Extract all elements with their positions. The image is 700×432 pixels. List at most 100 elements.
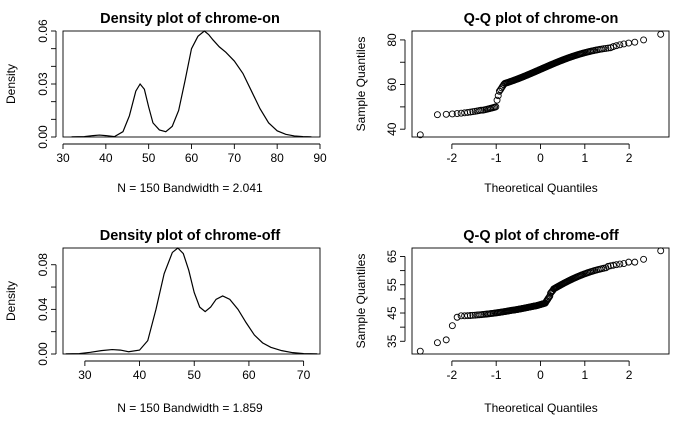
x-tick-label: 1 [581,151,588,165]
qq-point [477,106,485,114]
x-tick-label: 30 [78,368,92,382]
y-tick-label: 0.04 [36,297,50,321]
y-tick-label: 0.06 [36,19,50,43]
x-tick-label: 30 [56,151,70,165]
x-tick-label: 50 [142,151,156,165]
y-tick-label: 35 [385,334,399,348]
panel-density-chrome-off: Density plot of chrome-off N = 150 Bandw… [4,228,321,415]
chart-title: Density plot of chrome-on [100,11,280,27]
qq-point [416,347,424,355]
density-curve [71,30,312,138]
qq-point [604,44,612,52]
qq-point [457,312,465,320]
qq-point [602,44,610,52]
qq-point [493,96,501,104]
x-tick-label: 60 [242,368,256,382]
axis-ticks: -2 -1 0 1 2 40 60 80 [385,33,633,165]
y-tick-label: 45 [385,306,399,320]
qq-point [442,110,450,118]
x-tick-label: 40 [99,151,113,165]
chart-title: Density plot of chrome-off [100,228,281,244]
qq-point [464,312,472,320]
qq-point [498,84,506,92]
qq-point [416,131,424,139]
y-tick-label: 0.00 [36,342,50,366]
qq-point [620,260,628,267]
qq-point [612,261,620,269]
qq-point [453,110,461,118]
x-tick-label: 2 [626,368,633,382]
qq-point [616,41,624,49]
qq-points-group [416,30,665,139]
plot-frame [62,247,321,355]
qq-point [448,322,456,330]
qq-point [657,30,665,38]
qq-point [609,43,617,51]
qq-point [448,110,456,118]
y-tick-label: 40 [385,122,399,136]
y-tick-label: 65 [385,249,399,263]
qq-point [453,313,461,321]
x-tick-label: -1 [491,151,502,165]
x-tick-label: 0 [537,151,544,165]
qq-point [492,103,500,111]
x-tick-label: 40 [133,368,147,382]
qq-point [631,38,639,46]
x-tick-label: 2 [626,151,633,165]
x-axis-label: Theoretical Quantiles [484,181,597,195]
qq-point [442,336,450,344]
panel-qq-chrome-on: Q-Q plot of chrome-on Theoretical Quanti… [354,11,670,195]
qq-point [466,312,474,319]
qq-point [469,108,477,116]
axis-ticks: 30 40 50 60 70 0.00 0.04 0.08 [36,253,311,382]
x-tick-label: 80 [270,151,284,165]
qq-point [433,111,441,119]
qq-point [640,36,648,44]
panel-density-chrome-on: Density plot of chrome-on N = 150 Bandwi… [4,11,327,195]
plot-frame [411,30,670,138]
qq-point [464,108,472,116]
axis-ticks: -2 -1 0 1 2 35 45 55 65 [385,249,633,382]
density-curve [65,247,318,355]
density-curve-group [65,247,318,355]
panel-qq-chrome-off: Q-Q plot of chrome-off Theoretical Quant… [354,228,670,415]
y-axis-label: Density [4,64,18,104]
qq-point [640,255,648,263]
x-tick-label: -1 [491,368,502,382]
qq-point [612,42,620,50]
y-axis-label: Sample Quantiles [354,254,368,349]
x-tick-label: 90 [313,151,327,165]
qq-point [494,92,502,100]
x-tick-label: 50 [188,368,202,382]
y-tick-label: 0.03 [36,72,50,96]
x-axis-label: Theoretical Quantiles [484,401,597,415]
chart-title: Q-Q plot of chrome-on [464,11,619,27]
x-tick-label: 70 [297,368,311,382]
qq-points-group [416,247,665,355]
x-tick-label: 70 [228,151,242,165]
qq-point [433,339,441,347]
x-tick-label: 0 [537,368,544,382]
axis-ticks: 30 40 50 60 70 80 90 0.00 0.03 0.06 [36,19,327,165]
qq-point [620,40,628,48]
plot-frame [62,30,321,138]
qq-point [466,108,474,116]
y-axis-label: Sample Quantiles [354,37,368,132]
qq-point [457,109,465,117]
y-axis-label: Density [4,281,18,321]
density-curve-group [71,30,312,138]
chart-title: Q-Q plot of chrome-off [463,228,619,244]
qq-point [609,261,617,269]
y-tick-label: 0.08 [36,253,50,277]
y-tick-label: 55 [385,278,399,292]
x-tick-label: -2 [447,151,458,165]
x-tick-label: 1 [581,368,588,382]
x-axis-label: N = 150 Bandwidth = 2.041 [117,181,263,195]
qq-point [604,262,612,270]
x-tick-label: 60 [185,151,199,165]
y-tick-label: 60 [385,78,399,92]
qq-point [631,258,639,266]
qq-point [616,260,624,268]
x-tick-label: -2 [447,368,458,382]
